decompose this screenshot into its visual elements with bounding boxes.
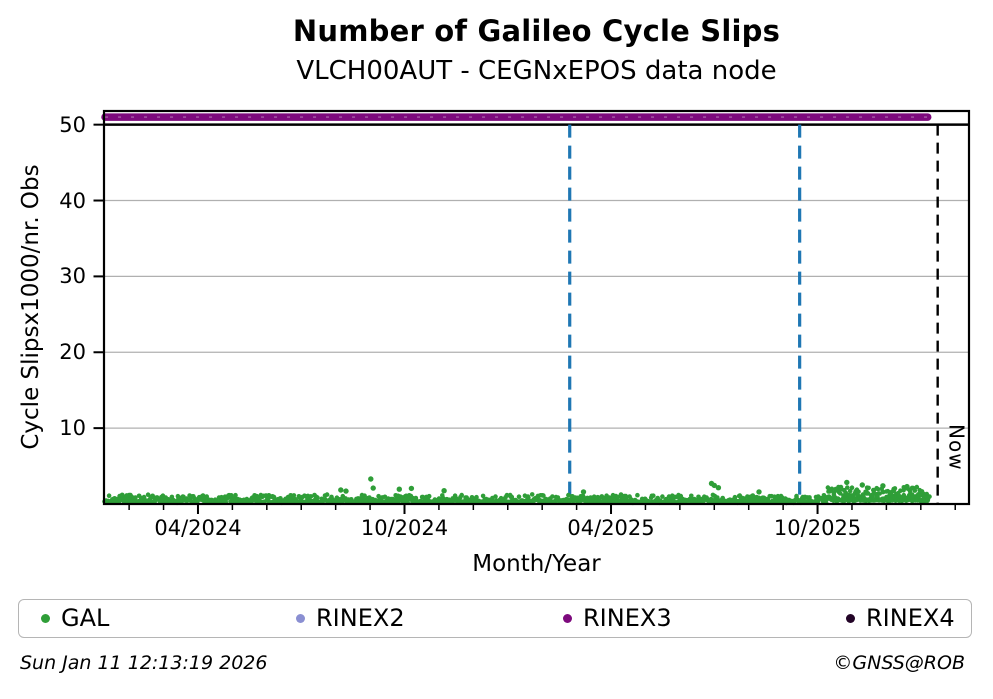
y-tick-label-30: 30: [59, 264, 86, 289]
chart-title: Number of Galileo Cycle Slips: [292, 14, 781, 48]
y-tick-label-20: 20: [59, 340, 86, 365]
chart-subtitle: VLCH00AUT - CEGNxEPOS data node: [296, 56, 777, 86]
x-tick-label-10-2025: 10/2025: [773, 516, 862, 540]
credit-text: ©GNSS@ROB: [833, 652, 965, 674]
plot-timestamp: Sun Jan 11 12:13:19 2026: [20, 652, 268, 674]
x-tick-label-04-2024: 04/2024: [154, 516, 242, 540]
legend-label-rinex2: RINEX2: [316, 604, 405, 632]
now-line-label: Now: [944, 424, 969, 471]
x-tick-label-10-2024: 10/2024: [360, 516, 449, 540]
gal-marker-icon: [41, 613, 50, 623]
y-tick-label-50: 50: [59, 112, 86, 137]
legend-item-rinex2: RINEX2: [296, 600, 405, 636]
rinex2-marker-icon: [296, 613, 305, 623]
x-axis-label: Month/Year: [472, 551, 601, 577]
legend-item-rinex4: RINEX4: [846, 600, 955, 636]
rinex3-marker-icon: [563, 613, 572, 623]
axis-ticks: [93, 123, 956, 514]
y-tick-label-10: 10: [59, 416, 86, 441]
rinex4-marker-icon: [846, 613, 855, 623]
legend-label-rinex4: RINEX4: [866, 604, 955, 632]
legend-label-gal: GAL: [61, 604, 110, 632]
gridlines: [104, 199, 969, 429]
y-tick-label-40: 40: [59, 188, 86, 213]
x-tick-label-04-2025: 04/2025: [567, 516, 655, 540]
legend-box: GAL RINEX2 RINEX3 RINEX4: [18, 599, 972, 638]
gal-scatter: [102, 476, 932, 506]
legend-item-rinex3: RINEX3: [563, 600, 672, 636]
legend-label-rinex3: RINEX3: [583, 604, 672, 632]
legend-item-gal: GAL: [41, 600, 109, 636]
plot-border: [102, 109, 971, 506]
